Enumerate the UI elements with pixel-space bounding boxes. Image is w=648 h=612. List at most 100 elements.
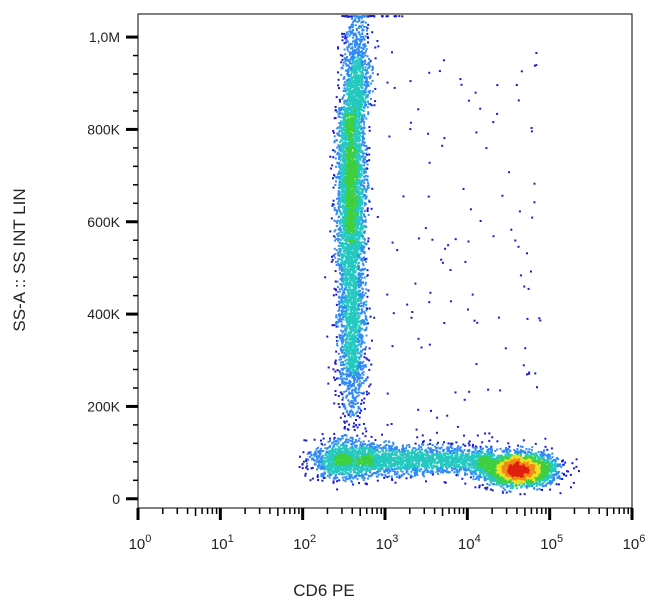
event-point xyxy=(338,172,341,174)
event-point xyxy=(353,425,356,428)
event-point xyxy=(360,207,363,210)
event-point xyxy=(363,46,366,49)
event-point xyxy=(354,371,357,374)
event-point xyxy=(345,378,348,380)
event-point xyxy=(361,250,364,253)
event-point xyxy=(344,132,347,135)
event-point xyxy=(334,175,336,178)
event-point xyxy=(346,205,349,208)
event-point xyxy=(356,278,359,281)
event-point xyxy=(352,161,354,164)
event-point xyxy=(334,157,337,160)
event-point xyxy=(362,348,365,351)
event-point xyxy=(356,162,359,164)
event-point xyxy=(346,49,349,52)
event-point xyxy=(363,245,366,248)
event-point xyxy=(364,54,367,57)
event-point xyxy=(356,139,359,141)
event-point xyxy=(359,163,362,166)
event-point xyxy=(353,380,356,383)
event-point xyxy=(367,113,370,115)
event-point xyxy=(355,99,358,102)
event-point xyxy=(371,69,374,72)
event-point xyxy=(345,342,348,345)
event-point xyxy=(363,132,366,135)
event-point xyxy=(366,71,369,74)
event-point xyxy=(352,142,355,145)
event-point xyxy=(357,76,360,79)
event-point xyxy=(359,232,362,235)
event-point xyxy=(352,273,355,276)
event-point xyxy=(338,187,341,189)
event-point xyxy=(364,203,367,205)
event-point xyxy=(350,384,353,387)
event-point xyxy=(356,361,359,364)
event-point xyxy=(354,313,357,316)
event-point xyxy=(358,407,361,410)
event-point xyxy=(359,384,362,387)
event-point xyxy=(358,203,361,206)
event-point xyxy=(336,209,339,212)
event-point xyxy=(343,276,345,279)
event-point xyxy=(350,436,353,439)
event-point xyxy=(335,180,337,183)
event-point xyxy=(342,119,345,122)
event-point xyxy=(335,336,338,339)
event-point xyxy=(347,368,350,371)
event-point xyxy=(367,102,370,105)
event-point xyxy=(348,90,351,93)
event-point xyxy=(338,165,341,168)
event-point xyxy=(354,283,357,286)
event-point xyxy=(360,21,363,24)
event-point xyxy=(348,199,351,202)
event-point xyxy=(335,249,338,252)
event-point xyxy=(369,383,372,386)
event-point xyxy=(349,250,352,253)
event-point xyxy=(353,339,356,342)
event-point xyxy=(349,374,352,377)
event-point xyxy=(336,211,338,214)
event-point xyxy=(354,44,356,46)
event-point xyxy=(348,136,351,139)
event-point xyxy=(347,255,350,257)
event-point xyxy=(362,29,365,32)
event-point xyxy=(352,158,354,160)
event-point xyxy=(345,172,348,175)
event-point xyxy=(345,312,348,315)
event-point xyxy=(341,216,344,219)
event-point xyxy=(350,146,353,149)
event-point xyxy=(345,341,348,344)
event-point xyxy=(357,130,360,132)
event-point xyxy=(341,181,344,184)
event-point xyxy=(355,157,358,160)
event-point xyxy=(344,242,347,245)
event-point xyxy=(344,121,347,124)
event-point xyxy=(357,158,360,161)
event-point xyxy=(352,356,355,359)
event-point xyxy=(336,202,339,205)
event-point xyxy=(364,427,367,430)
event-point xyxy=(354,24,357,27)
event-point xyxy=(344,175,347,178)
event-point xyxy=(345,103,348,106)
event-point xyxy=(347,312,350,315)
event-point xyxy=(358,243,360,245)
event-point xyxy=(342,274,345,276)
event-point xyxy=(343,426,346,428)
event-point xyxy=(348,89,351,92)
event-point xyxy=(341,337,344,340)
event-point xyxy=(357,238,360,241)
event-point xyxy=(357,111,360,114)
event-point xyxy=(350,84,353,87)
event-point xyxy=(349,405,352,408)
event-point xyxy=(359,229,362,232)
event-point xyxy=(350,126,353,129)
event-point xyxy=(365,117,368,120)
event-point xyxy=(356,251,359,254)
event-point xyxy=(359,158,362,161)
event-point xyxy=(348,94,351,97)
event-point xyxy=(331,258,334,261)
event-point xyxy=(352,300,355,302)
event-point xyxy=(363,77,366,80)
event-point xyxy=(341,382,344,385)
